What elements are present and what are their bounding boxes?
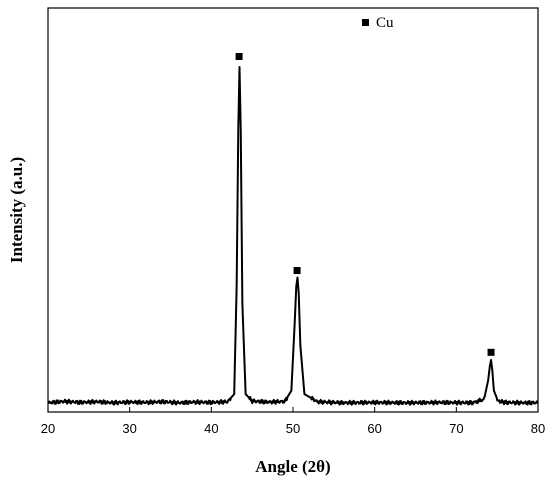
x-tick-label-30: 30 [122,421,136,436]
x-tick-label-80: 80 [531,421,545,436]
x-tick-label-40: 40 [204,421,218,436]
legend-cu-marker [362,19,369,26]
plot-area [47,7,539,413]
peak-marker-0 [235,53,243,61]
y-axis-title: Intensity (a.u.) [7,157,26,263]
x-axis-ticks: 20 30 40 50 60 70 80 [41,407,545,436]
x-tick-label-60: 60 [367,421,381,436]
x-axis-title: Angle (2θ) [255,457,330,476]
peak-marker-2 [487,348,495,356]
legend-cu-label: Cu [376,15,394,31]
x-tick-label-20: 20 [41,421,55,436]
peak-marker-1 [293,267,301,275]
x-tick-label-70: 70 [449,421,463,436]
series-line-0 [47,65,539,406]
x-tick-label-50: 50 [286,421,300,436]
